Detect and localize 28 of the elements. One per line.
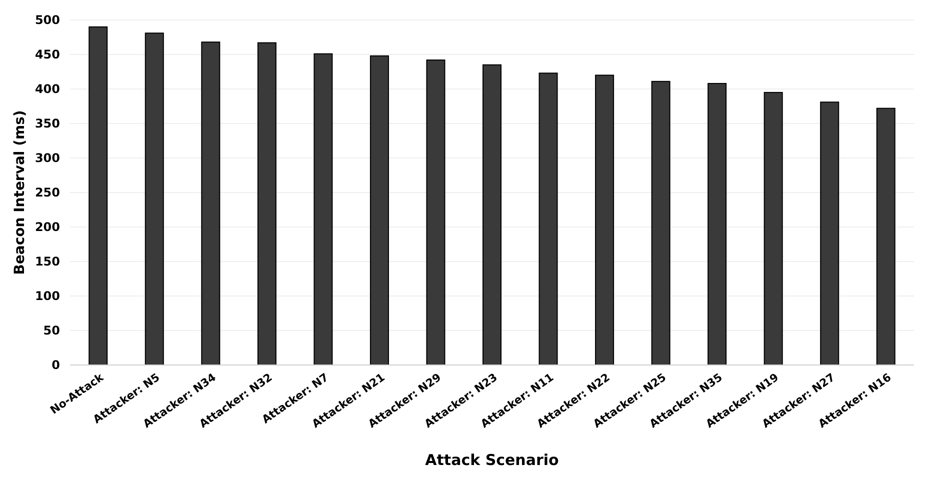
y-tick-label: 50: [43, 324, 60, 338]
bar: [538, 72, 558, 366]
bar: [144, 32, 164, 366]
bar: [257, 42, 276, 366]
y-tick-label: 100: [34, 289, 60, 304]
y-tick-label: 150: [34, 254, 60, 269]
bar: [201, 42, 220, 366]
bar: [482, 64, 502, 366]
bar: [88, 26, 108, 366]
bar: [708, 82, 727, 366]
y-tick-label: 300: [34, 151, 60, 166]
y-axis-title: Beacon Interval (ms): [12, 110, 28, 275]
y-tick-label: 350: [34, 116, 60, 131]
y-tick-label: 200: [34, 220, 60, 234]
y-tick-label: 250: [34, 186, 60, 200]
bar: [595, 74, 614, 366]
y-tick-label: 500: [34, 13, 60, 28]
bar: [764, 92, 783, 366]
bar: [426, 60, 446, 366]
y-tick-label: 450: [34, 48, 60, 62]
x-axis-title: Attack Scenario: [425, 451, 559, 469]
bar: [876, 108, 896, 366]
bar: [651, 80, 670, 366]
bar: [370, 55, 389, 366]
y-tick-label: 0: [52, 358, 60, 372]
bar: [314, 53, 333, 366]
bar: [820, 102, 840, 366]
y-tick-label: 400: [34, 82, 60, 96]
